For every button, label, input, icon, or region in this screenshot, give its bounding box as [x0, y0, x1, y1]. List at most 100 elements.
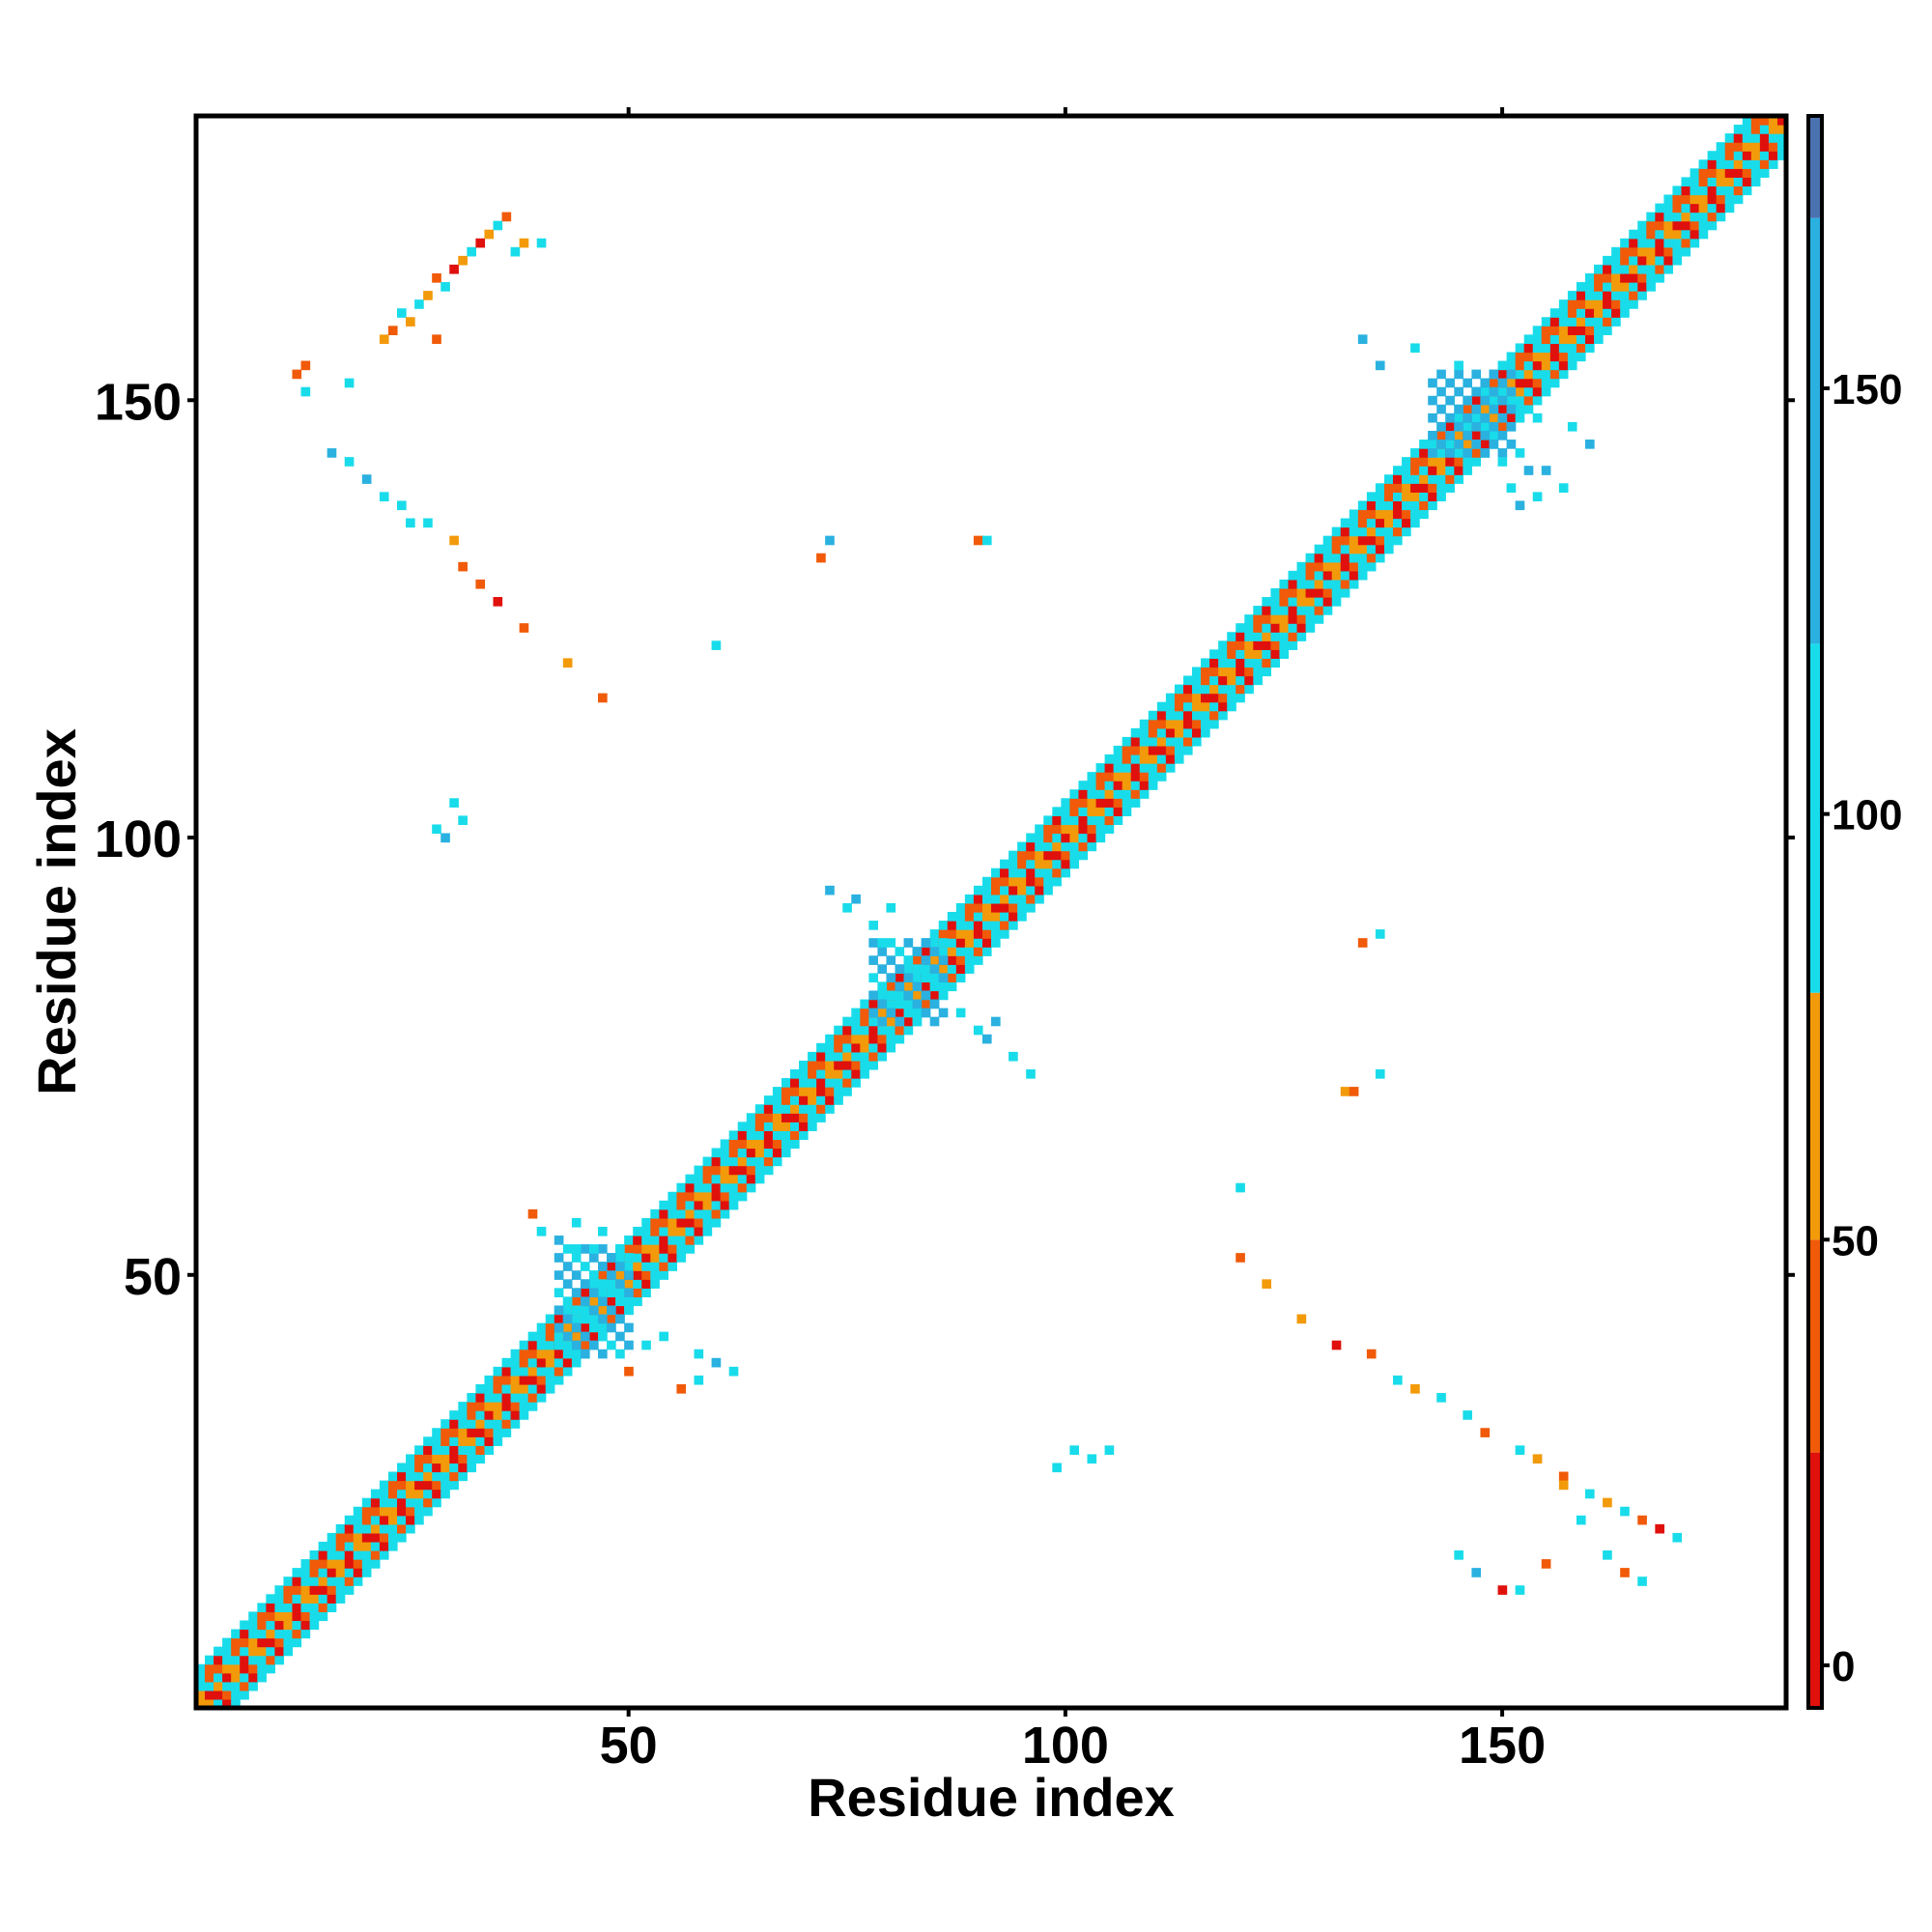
heatmap-cell — [1436, 483, 1446, 493]
heatmap-cell — [1148, 754, 1158, 764]
heatmap-cell — [1192, 675, 1202, 686]
heatmap-cell — [1428, 440, 1437, 449]
colorbar-tick-label: 50 — [1832, 1217, 1879, 1264]
heatmap-cell — [1104, 763, 1115, 773]
heatmap-cell — [1672, 203, 1683, 213]
heatmap-cell — [1236, 667, 1245, 677]
heatmap-cell — [1244, 614, 1254, 624]
heatmap-cell — [607, 1288, 616, 1298]
heatmap-cell — [1366, 526, 1377, 537]
heatmap-cell — [895, 1025, 905, 1036]
heatmap-cell — [1698, 203, 1709, 213]
heatmap-cell — [842, 1042, 852, 1053]
heatmap-cell — [1603, 1550, 1612, 1560]
heatmap-cell — [580, 1305, 590, 1316]
heatmap-cell — [973, 1025, 983, 1036]
heatmap-cell — [588, 1340, 599, 1350]
heatmap-cell — [1069, 807, 1080, 816]
heatmap-cell — [562, 1349, 573, 1359]
heatmap-cell — [344, 1523, 355, 1534]
heatmap-cell — [1471, 395, 1482, 406]
heatmap-cell — [834, 1095, 843, 1105]
heatmap-cell — [886, 1034, 896, 1044]
heatmap-cell — [1156, 763, 1167, 773]
heatmap-cell — [562, 1366, 573, 1377]
heatmap-cell — [1165, 693, 1176, 703]
heatmap-cell — [1174, 693, 1184, 703]
heatmap-cell — [1541, 343, 1551, 354]
heatmap-cell — [536, 1357, 547, 1368]
heatmap-cell — [510, 1410, 521, 1420]
heatmap-cell — [554, 1253, 564, 1263]
heatmap-cell — [1078, 850, 1089, 861]
heatmap-cell — [1750, 159, 1761, 169]
heatmap-cell — [458, 561, 468, 572]
heatmap-cell — [1532, 369, 1543, 380]
x-tick-label: 100 — [1022, 1717, 1109, 1775]
heatmap-cell — [1558, 369, 1569, 380]
heatmap-cell — [737, 1182, 748, 1193]
heatmap-cell — [562, 1244, 573, 1254]
heatmap-cell — [231, 1690, 241, 1700]
heatmap-cell — [991, 867, 1001, 878]
heatmap-cell — [554, 1349, 564, 1359]
heatmap-cell — [1523, 466, 1534, 475]
heatmap-cell — [510, 1349, 521, 1359]
heatmap-cell — [615, 1296, 625, 1307]
colorbar-tick-label: 150 — [1832, 366, 1902, 413]
heatmap-cell — [1192, 736, 1202, 747]
heatmap-cell — [397, 1506, 407, 1517]
heatmap-cell — [1724, 177, 1735, 187]
heatmap-cell — [991, 912, 1001, 922]
heatmap-cell — [1366, 500, 1377, 511]
heatmap-cell — [1043, 859, 1053, 869]
heatmap-cell — [720, 1182, 730, 1193]
heatmap-cell — [1611, 299, 1621, 309]
heatmap-cell — [588, 1331, 599, 1342]
heatmap-cell — [1759, 142, 1770, 152]
heatmap-cell — [1078, 815, 1089, 826]
heatmap-cell — [1419, 474, 1429, 484]
heatmap-cell — [799, 1087, 809, 1096]
heatmap-cell — [1445, 378, 1455, 388]
heatmap-cell — [1576, 317, 1586, 327]
heatmap-cell — [1192, 693, 1202, 703]
heatmap-cell — [1489, 404, 1499, 414]
heatmap-cell — [475, 1445, 486, 1455]
heatmap-cell — [1698, 212, 1709, 222]
heatmap-cell — [257, 1629, 267, 1639]
heatmap-cell — [379, 1489, 389, 1499]
heatmap-cell — [274, 1585, 285, 1595]
heatmap-cell — [361, 1559, 372, 1569]
heatmap-cell — [1558, 299, 1569, 309]
heatmap-cell — [676, 1226, 687, 1236]
heatmap-cell — [1270, 632, 1281, 641]
heatmap-cell — [825, 1104, 835, 1114]
heatmap-cell — [1130, 754, 1141, 764]
heatmap-cell — [1270, 649, 1281, 659]
heatmap-cell — [1506, 395, 1517, 406]
heatmap-cell — [1428, 430, 1437, 440]
heatmap-cell — [1375, 535, 1385, 546]
heatmap-cell — [808, 1122, 817, 1131]
heatmap-cell — [432, 1480, 441, 1491]
heatmap-cell — [938, 1008, 949, 1018]
heatmap-cell — [1227, 684, 1236, 695]
heatmap-cell — [1174, 754, 1184, 764]
heatmap-cell — [641, 1253, 651, 1263]
heatmap-cell — [257, 1672, 267, 1683]
heatmap-cell — [1454, 421, 1463, 432]
heatmap-cell — [1681, 229, 1691, 240]
heatmap-cell — [1672, 185, 1683, 196]
heatmap-cell — [1716, 168, 1726, 178]
heatmap-cell — [222, 1672, 232, 1683]
heatmap-cell — [1061, 798, 1070, 808]
heatmap-cell — [1768, 133, 1778, 143]
heatmap-cell — [1061, 833, 1070, 843]
heatmap-cell — [1078, 833, 1089, 843]
heatmap-cell — [484, 1410, 495, 1420]
heatmap-cell — [1742, 151, 1752, 160]
heatmap-cell — [1655, 255, 1664, 266]
heatmap-cell — [816, 1078, 826, 1088]
heatmap-cell — [938, 981, 949, 992]
